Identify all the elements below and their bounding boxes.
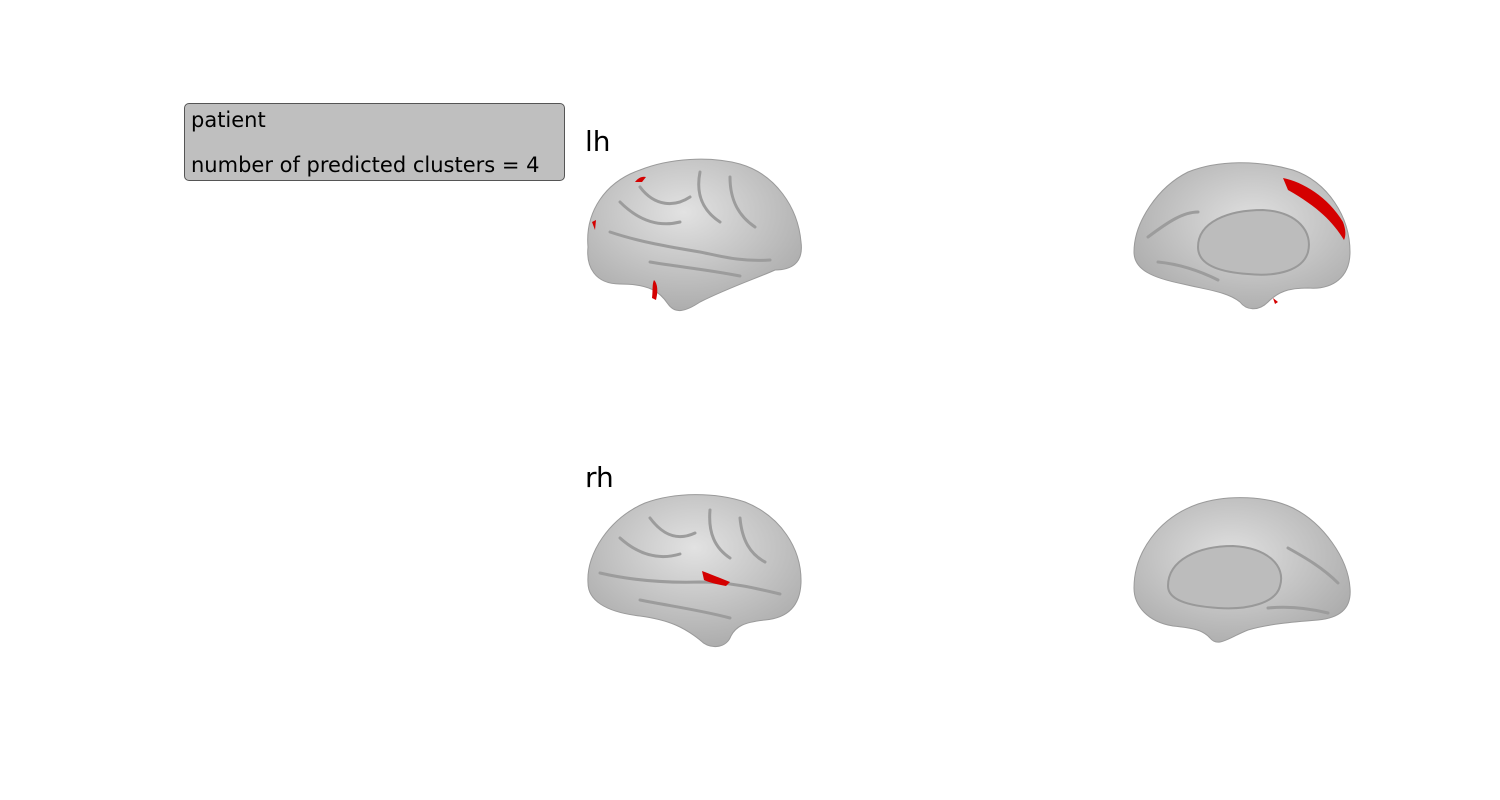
left-hemisphere-label: lh: [585, 125, 611, 158]
subject-info-box: patient number of predicted clusters = 4: [184, 103, 565, 181]
lh-lateral-brain: [580, 152, 810, 322]
subject-label: patient: [191, 108, 266, 132]
lh-medial-brain: [1128, 152, 1358, 322]
right-hemisphere-label: rh: [585, 461, 614, 494]
cluster-count-text: number of predicted clusters = 4: [191, 153, 540, 177]
rh-lateral-brain: [580, 488, 810, 658]
rh-medial-brain: [1128, 488, 1358, 658]
